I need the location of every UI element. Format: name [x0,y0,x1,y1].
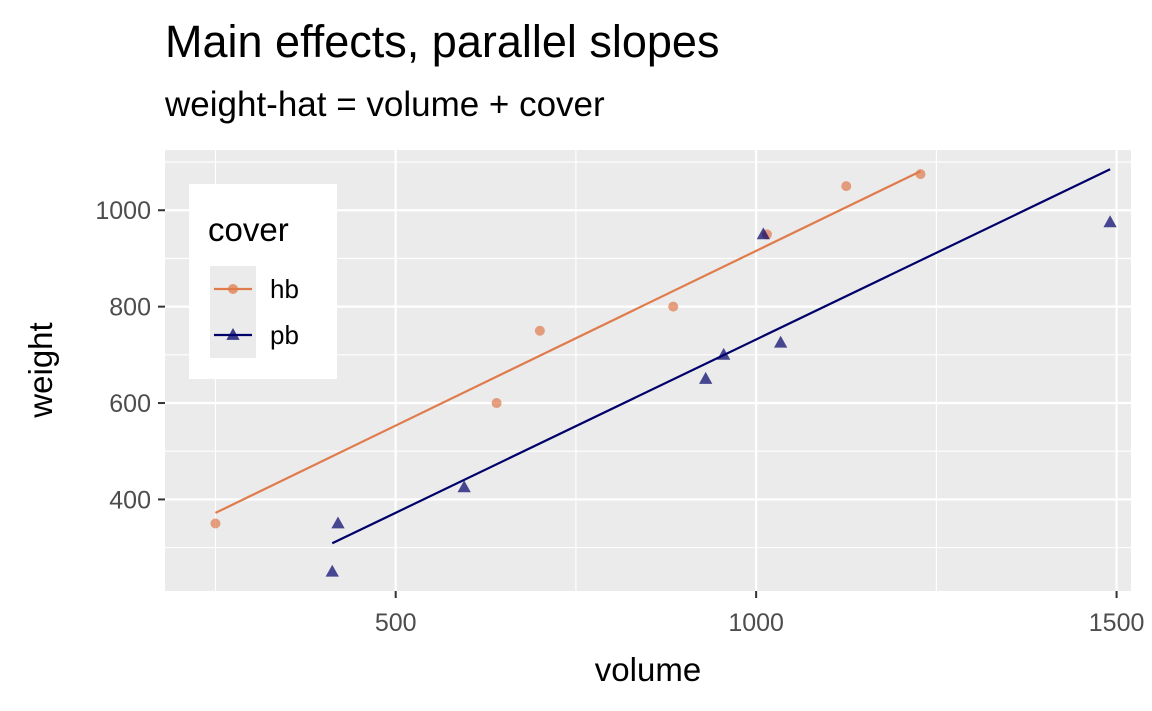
point-hb [534,325,545,336]
legend-label-pb: pb [270,320,299,350]
x-tick-label: 1000 [728,609,784,637]
point-pb [457,480,471,493]
point-hb [491,398,502,409]
point-pb [756,227,770,240]
point-hb [915,169,926,180]
point-hb [841,181,852,192]
point-pb [699,371,713,384]
point-pb [773,335,788,348]
x-tick-label: 1500 [1089,609,1145,637]
y-axis: 400 600 800 1000 [95,197,165,514]
x-axis: 500 1000 1500 [375,591,1145,637]
y-tick-label: 1000 [95,197,151,225]
chart-title: Main effects, parallel slopes [165,16,720,67]
y-tick-label: 600 [109,390,151,418]
point-pb [325,564,339,577]
minor-gridlines [165,150,1131,591]
x-tick-label: 500 [375,609,417,637]
fit-line-hb [214,170,921,514]
point-hb [210,518,221,529]
x-axis-title: volume [595,651,701,688]
y-tick-label: 400 [109,486,151,514]
point-pb [331,516,345,529]
legend-marker-hb [228,284,238,294]
legend-label-hb: hb [270,274,299,304]
point-pb [1103,215,1117,228]
y-tick-label: 800 [109,294,151,322]
legend-title: cover [208,211,289,248]
chart-subtitle: weight-hat = volume + cover [165,85,605,124]
point-hb [668,301,679,312]
y-axis-title: weight [22,322,59,418]
legend: cover hb pb [189,184,337,379]
legend-marker-pb [226,328,240,340]
point-pb [717,347,731,360]
data-points [210,169,1117,577]
